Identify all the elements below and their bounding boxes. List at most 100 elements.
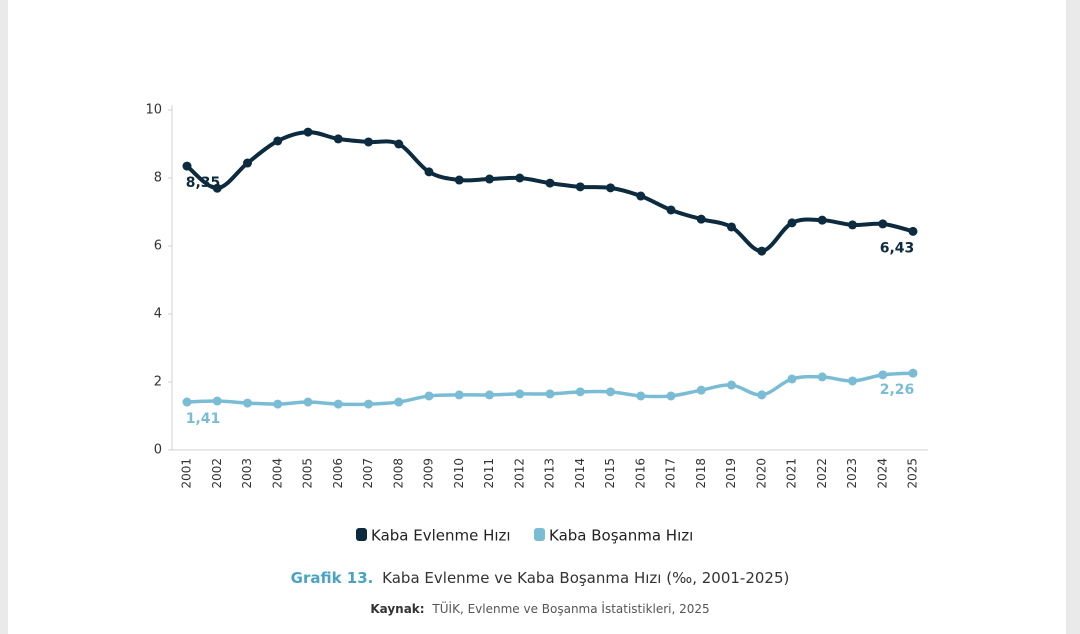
legend-label: Kaba Boşanma Hızı [549, 527, 693, 545]
data-point [394, 397, 404, 407]
x-tick-label: 2017 [664, 458, 678, 489]
data-point [908, 368, 918, 378]
x-tick-label: 2008 [391, 458, 405, 489]
data-point [848, 220, 857, 230]
data-point [727, 380, 736, 390]
source-label: Kaynak: [370, 602, 424, 616]
x-tick-label: 2020 [754, 458, 768, 489]
data-point [424, 391, 434, 401]
data-point [757, 246, 767, 256]
x-tick-label: 2021 [785, 458, 799, 489]
frame-right [1066, 0, 1080, 634]
series-line [185, 130, 915, 254]
data-point [727, 222, 736, 232]
data-point [485, 174, 494, 184]
data-point [817, 372, 827, 382]
series-line [185, 371, 915, 407]
data-point [333, 134, 343, 144]
x-tick-label: 2022 [815, 458, 829, 489]
x-tick-label: 2001 [180, 458, 194, 489]
data-point [303, 397, 313, 407]
x-tick-label: 2011 [482, 458, 496, 489]
data-point [243, 398, 252, 408]
value-label: 1,41 [186, 411, 221, 427]
x-tick-label: 2007 [361, 458, 375, 489]
value-label: 8,35 [186, 175, 221, 191]
data-point [666, 391, 676, 401]
data-point [606, 183, 615, 193]
x-tick-label: 2010 [452, 458, 466, 489]
frame-left [0, 0, 8, 634]
y-tick-label: 0 [154, 443, 162, 458]
data-point [545, 178, 555, 188]
data-point [545, 389, 555, 399]
data-point [636, 391, 646, 401]
caption-text: Kaba Evlenme ve Kaba Boşanma Hızı (‰, 20… [382, 569, 789, 587]
x-tick-label: 2018 [694, 458, 708, 489]
x-tick-label: 2002 [210, 458, 224, 489]
data-point [606, 387, 615, 397]
value-label: 6,43 [880, 240, 915, 256]
data-point [787, 218, 797, 228]
data-point [273, 136, 283, 146]
data-point [757, 390, 767, 400]
x-tick-label: 2012 [512, 458, 526, 489]
source: Kaynak: TÜİK, Evlenme ve Boşanma İstatis… [370, 600, 709, 616]
x-tick-label: 2015 [603, 458, 617, 489]
x-tick-label: 2009 [422, 458, 436, 489]
data-point [575, 387, 585, 397]
legend-marker [356, 528, 367, 541]
caption-label: Grafik 13. [291, 569, 374, 587]
data-point [182, 397, 192, 407]
source-text: TÜİK, Evlenme ve Boşanma İstatistikleri,… [431, 600, 709, 616]
data-point [424, 167, 434, 177]
x-tick-label: 2003 [240, 458, 254, 489]
y-tick-label: 2 [154, 375, 162, 390]
x-tick-label: 2014 [573, 458, 587, 489]
data-point [696, 214, 706, 224]
y-tick-label: 6 [154, 239, 162, 254]
data-point [575, 182, 585, 192]
data-point [787, 374, 797, 384]
data-point [878, 370, 888, 380]
value-label: 2,26 [880, 382, 915, 398]
data-point [908, 226, 918, 236]
data-point [212, 183, 222, 193]
data-point [273, 399, 283, 409]
x-tick-label: 2005 [301, 458, 315, 489]
x-tick-label: 2004 [270, 458, 284, 489]
data-point [394, 139, 404, 149]
data-point [485, 390, 494, 400]
data-point [333, 399, 343, 409]
x-tick-label: 2024 [875, 458, 889, 489]
legend-marker [534, 528, 545, 541]
data-point [243, 158, 252, 168]
data-point [515, 389, 525, 399]
legend-label: Kaba Evlenme Hızı [371, 527, 511, 545]
data-point [817, 215, 827, 225]
x-tick-label: 2019 [724, 458, 738, 489]
data-point [454, 175, 464, 185]
x-tick-label: 2006 [331, 458, 345, 489]
data-point [848, 376, 857, 386]
data-point [666, 205, 676, 215]
data-point [212, 396, 222, 406]
data-point [636, 191, 646, 201]
y-tick-label: 10 [145, 103, 162, 118]
caption: Grafik 13. Kaba Evlenme ve Kaba Boşanma … [291, 569, 790, 587]
data-point [515, 173, 525, 183]
y-tick-label: 8 [154, 171, 162, 186]
data-point [303, 127, 313, 137]
x-tick-label: 2025 [906, 458, 920, 489]
x-tick-label: 2013 [543, 458, 557, 489]
x-tick-label: 2016 [633, 458, 647, 489]
data-point [454, 390, 464, 400]
x-tick-label: 2023 [845, 458, 859, 489]
data-point [182, 161, 192, 171]
data-point [696, 385, 706, 395]
data-point [364, 399, 373, 409]
data-point [878, 219, 888, 229]
y-tick-label: 4 [154, 307, 162, 322]
data-point [364, 137, 373, 147]
